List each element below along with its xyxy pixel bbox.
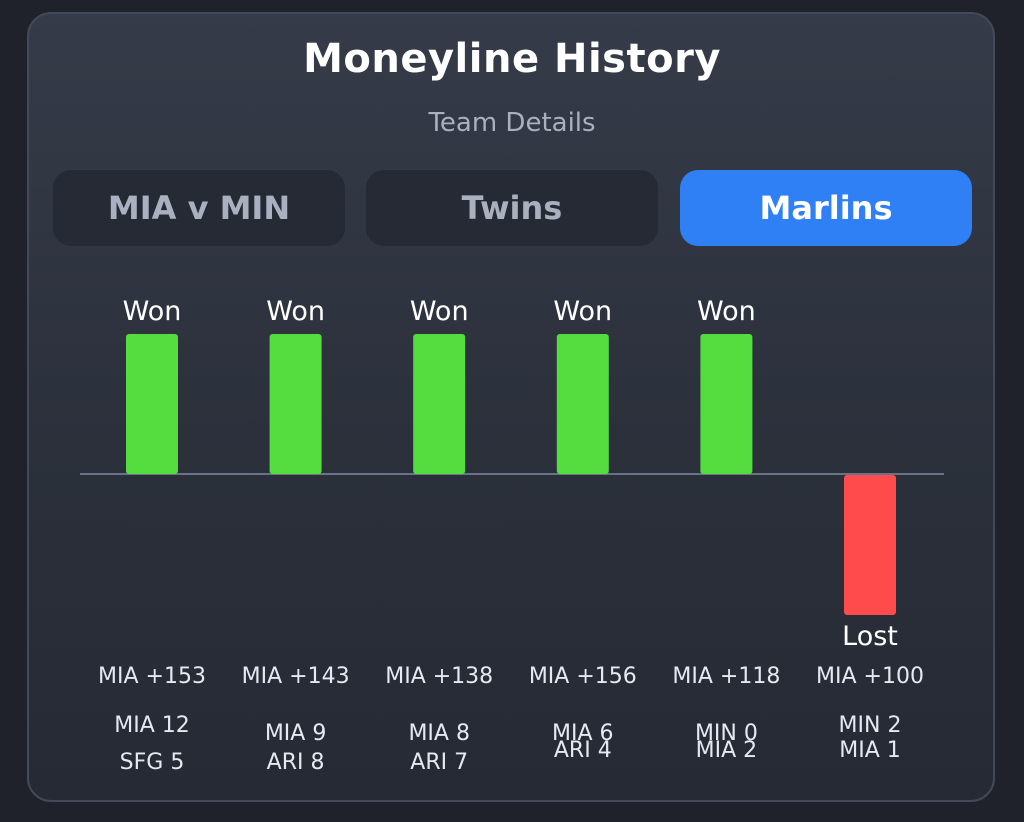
- result-label: Won: [410, 296, 469, 327]
- score-line-2: ARI 8: [267, 750, 325, 775]
- score-line-2: MIA 1: [839, 738, 901, 763]
- result-label: Won: [553, 296, 612, 327]
- page-title: Moneyline History: [303, 36, 721, 82]
- score-line-2: MIA 2: [696, 738, 758, 763]
- category-label: MIA +143: [242, 664, 350, 689]
- tab-twins[interactable]: Twins: [366, 170, 658, 246]
- result-label: Lost: [842, 621, 898, 652]
- score-line-1: MIA 6: [552, 721, 614, 746]
- score-line-1: MIN 0: [695, 721, 758, 746]
- category-label: MIA +118: [672, 664, 780, 689]
- category-label: MIA +153: [98, 664, 206, 689]
- result-label: Won: [697, 296, 756, 327]
- bar-won: [269, 334, 322, 474]
- score-line-1: MIA 9: [265, 721, 327, 746]
- page-subtitle: Team Details: [428, 108, 596, 138]
- score-line-1: MIA 12: [114, 713, 190, 738]
- tab-marlins[interactable]: Marlins: [680, 170, 972, 246]
- score-line-1: MIN 2: [839, 713, 902, 738]
- score-line-2: ARI 7: [410, 750, 468, 775]
- bar-lost: [844, 475, 896, 615]
- bar-won: [126, 334, 178, 474]
- category-label: MIA +156: [529, 664, 637, 689]
- score-line-1: MIA 8: [408, 721, 470, 746]
- moneyline-card: [27, 12, 995, 802]
- category-label: MIA +138: [385, 664, 493, 689]
- bar-won: [556, 334, 609, 474]
- bar-won: [413, 334, 466, 474]
- result-label: Won: [266, 296, 325, 327]
- score-line-2: SFG 5: [120, 750, 185, 775]
- tab-matchup[interactable]: MIA v MIN: [53, 170, 345, 246]
- category-label: MIA +100: [816, 664, 924, 689]
- bar-won: [700, 334, 753, 474]
- result-label: Won: [123, 296, 182, 327]
- score-line-2: ARI 4: [554, 738, 612, 763]
